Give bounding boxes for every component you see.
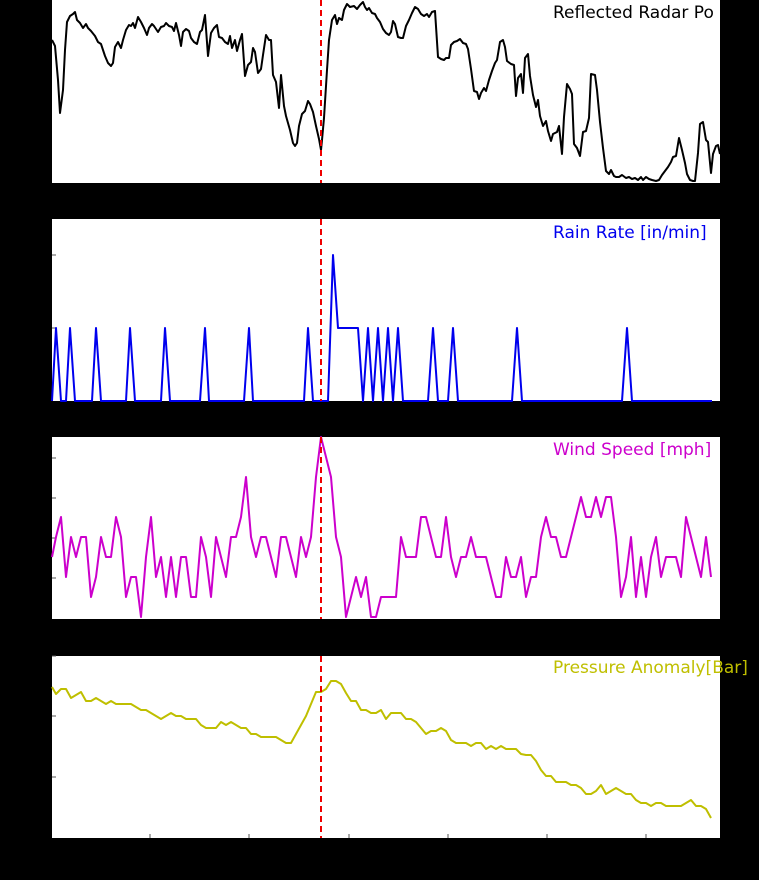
radar-power-panel: Reflected Radar Po <box>51 0 721 183</box>
series-line <box>51 1 721 182</box>
rain-rate-title: Rain Rate [in/min] <box>553 223 707 243</box>
wind-speed-plot <box>51 436 712 619</box>
rain-rate-plot <box>51 219 712 402</box>
rain-rate-panel: Rain Rate [in/min] <box>51 219 720 402</box>
radar-power-plot <box>51 0 721 183</box>
series-line <box>51 680 712 819</box>
radar-power-title: Reflected Radar Po <box>553 3 714 23</box>
wind-speed-title: Wind Speed [mph] <box>553 440 712 460</box>
wind-speed-panel: Wind Speed [mph] <box>51 436 720 619</box>
pressure-anomaly-title: Pressure Anomaly[Bar] <box>553 658 748 678</box>
pressure-anomaly-panel: Pressure Anomaly[Bar] <box>51 655 748 838</box>
series-line <box>51 436 712 618</box>
pressure-anomaly-plot <box>51 655 712 838</box>
series-line <box>51 254 712 402</box>
